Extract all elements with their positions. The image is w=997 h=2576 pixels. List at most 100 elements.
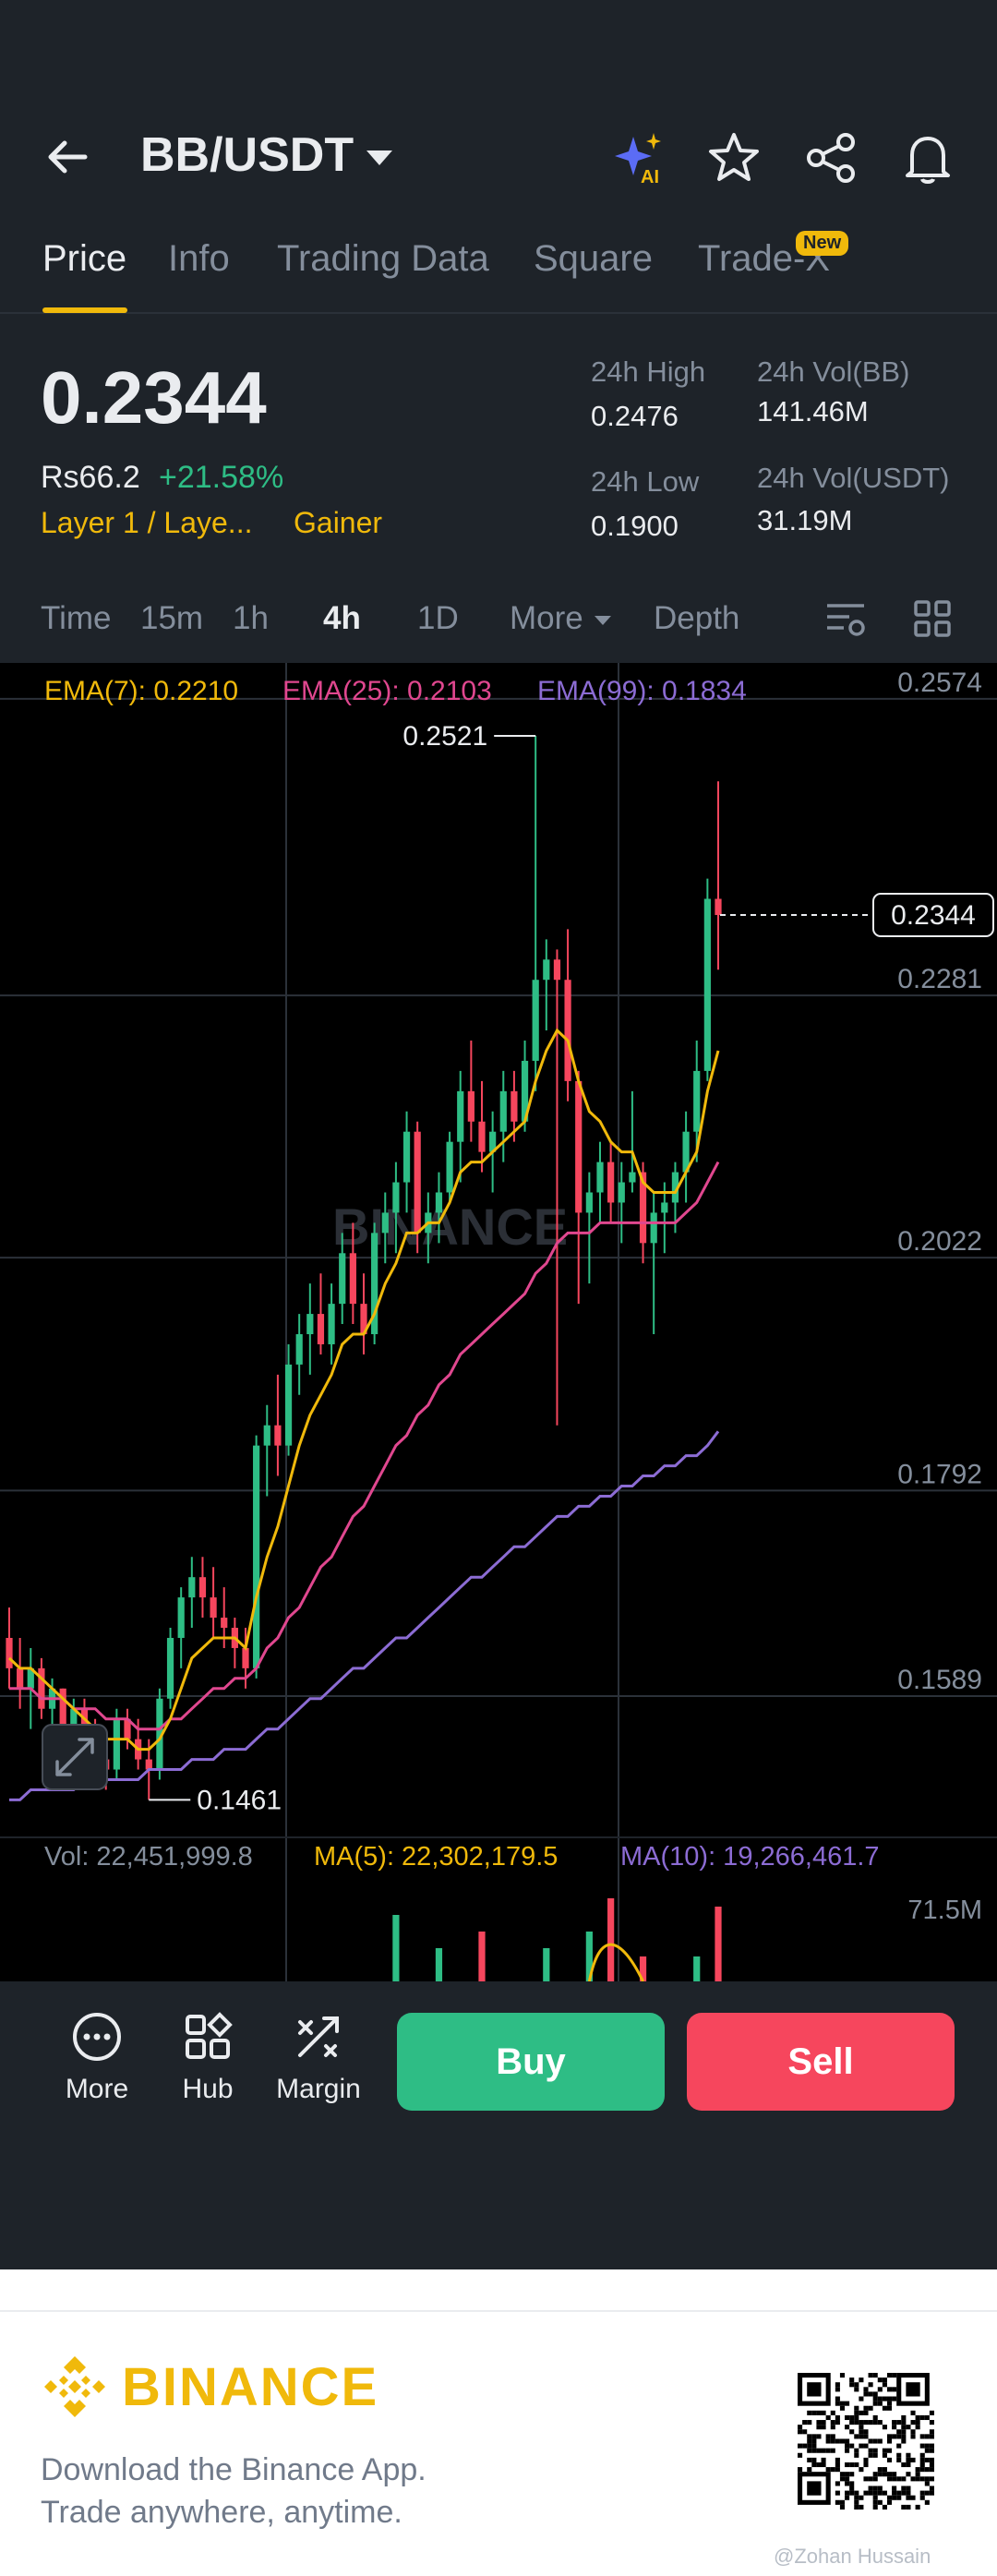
margin-label: Margin [276, 2074, 361, 2104]
header-bar: BB/USDT AI [0, 102, 997, 212]
candle-body [339, 1253, 346, 1305]
candle-body [521, 1060, 529, 1122]
candle-body [446, 1141, 453, 1193]
candle-body [381, 1212, 389, 1234]
chart-grid [0, 663, 997, 1981]
candle-body [317, 1314, 325, 1344]
volume-bar [392, 1915, 400, 1981]
pair-selector[interactable]: BB/USDT [140, 127, 393, 183]
hub-button[interactable]: Hub [157, 2009, 258, 2105]
candle-body [113, 1718, 120, 1770]
candle-body [274, 1425, 282, 1446]
low-marker-label: 0.1461 [197, 1785, 282, 1815]
bell-icon[interactable] [899, 129, 956, 187]
interval-1h[interactable]: 1h [233, 600, 269, 636]
vol-usdt-value: 31.19M [757, 504, 853, 536]
indicator-settings-icon[interactable] [823, 596, 868, 641]
candle-body [435, 1192, 443, 1213]
back-arrow-icon[interactable] [41, 129, 96, 185]
candle-body [499, 1090, 507, 1132]
expand-chart-button[interactable] [42, 1724, 108, 1790]
app-promo-footer: BINANCE Download the Binance App. Trade … [0, 2269, 997, 2576]
tab-info[interactable]: Info [168, 238, 230, 279]
high-marker-label: 0.2521 [402, 721, 487, 752]
volume-bar [693, 1956, 701, 1981]
tab-square[interactable]: Square [534, 238, 653, 279]
qr-code[interactable] [798, 2373, 934, 2510]
candlestick-chart: BINANCE 0.2574 0.2281 0.2022 0.1792 0.1589 E… [0, 663, 997, 1981]
candle-body [596, 1162, 604, 1193]
volume-bar [478, 1932, 486, 1981]
volume-bar [435, 1948, 443, 1981]
candle-body [306, 1314, 314, 1335]
vol-bb-label: 24h Vol(BB) [757, 355, 910, 388]
candle-body [221, 1618, 228, 1629]
sell-button[interactable]: Sell [687, 2013, 955, 2111]
star-icon[interactable] [705, 129, 763, 187]
hub-icon [180, 2009, 235, 2064]
share-icon[interactable] [803, 129, 860, 187]
tab-trading-data[interactable]: Trading Data [277, 238, 489, 279]
tab-price[interactable]: Price [42, 238, 127, 279]
candle-body [650, 1212, 657, 1244]
interval-15m[interactable]: 15m [140, 600, 204, 636]
interval-depth[interactable]: Depth [654, 600, 740, 636]
interval-1d[interactable]: 1D [417, 600, 459, 636]
ema-lines [7, 1028, 720, 1801]
ma5-legend: MA(5): 22,302,179.5 [314, 1842, 558, 1872]
y-tick-label: 0.1589 [897, 1665, 982, 1695]
vol-bb-value: 141.46M [757, 395, 869, 427]
hub-label: Hub [182, 2074, 234, 2104]
buy-button[interactable]: Buy [397, 2013, 665, 2111]
high-value: 0.2476 [591, 400, 679, 432]
ma5-line [587, 1943, 644, 1981]
candle-body [618, 1182, 625, 1203]
new-badge: New [796, 231, 849, 256]
candle-body [263, 1425, 270, 1446]
price-chart[interactable]: BINANCE 0.2574 0.2281 0.2022 0.1792 0.1589 E… [0, 663, 997, 1981]
category-tag[interactable]: Layer 1 / Laye... [41, 506, 253, 539]
candle-body [553, 959, 561, 981]
ema7-legend: EMA(7): 0.2210 [44, 676, 238, 706]
binance-logo: BINANCE [41, 2353, 378, 2421]
candle-body [489, 1131, 497, 1152]
price-change: +21.58% [159, 460, 284, 495]
vol-usdt-label: 24h Vol(USDT) [757, 462, 950, 494]
candle-body [629, 1172, 636, 1183]
y-tick-label: 0.2022 [897, 1226, 982, 1257]
volume-bars [392, 1898, 722, 1981]
tab-bar: Price Info Trading Data Square Trade-X N… [0, 222, 997, 314]
grid-layout-icon[interactable] [910, 596, 955, 641]
gainer-tag[interactable]: Gainer [294, 506, 383, 539]
candle-body [38, 1667, 45, 1709]
candle-body [457, 1090, 464, 1142]
y-tick-label: 0.1792 [897, 1459, 982, 1489]
binance-wordmark: BINANCE [122, 2356, 379, 2417]
candle-body [639, 1172, 647, 1244]
watermark: BINANCE [332, 1198, 568, 1256]
caret-down-icon [595, 615, 612, 625]
ema25-legend: EMA(25): 0.2103 [282, 676, 492, 706]
candle-body [575, 1080, 583, 1213]
promo-line-2: Trade anywhere, anytime. [41, 2495, 402, 2530]
fiat-price: Rs66.2 [41, 460, 140, 495]
interval-time[interactable]: Time [41, 600, 112, 636]
candle-body [284, 1364, 293, 1446]
interval-more[interactable]: More [510, 600, 614, 637]
volume-bar [585, 1932, 593, 1981]
ma10-legend: MA(10): 19,266,461.7 [620, 1842, 880, 1872]
candle-body [59, 1688, 66, 1729]
high-label: 24h High [591, 355, 706, 388]
candle-body [360, 1304, 367, 1335]
candle-body [607, 1162, 615, 1203]
ai-sparkle-icon[interactable]: AI [609, 129, 667, 187]
volume-bar [607, 1898, 615, 1981]
margin-button[interactable]: Margin [268, 2009, 369, 2105]
candle-body [349, 1253, 356, 1305]
candle-body [371, 1233, 378, 1335]
interval-4h[interactable]: 4h [323, 600, 361, 636]
volume-bar [639, 1956, 647, 1981]
high-marker: 0.2521 [402, 721, 536, 752]
more-button[interactable]: More [46, 2009, 148, 2105]
candle-body [198, 1577, 207, 1598]
